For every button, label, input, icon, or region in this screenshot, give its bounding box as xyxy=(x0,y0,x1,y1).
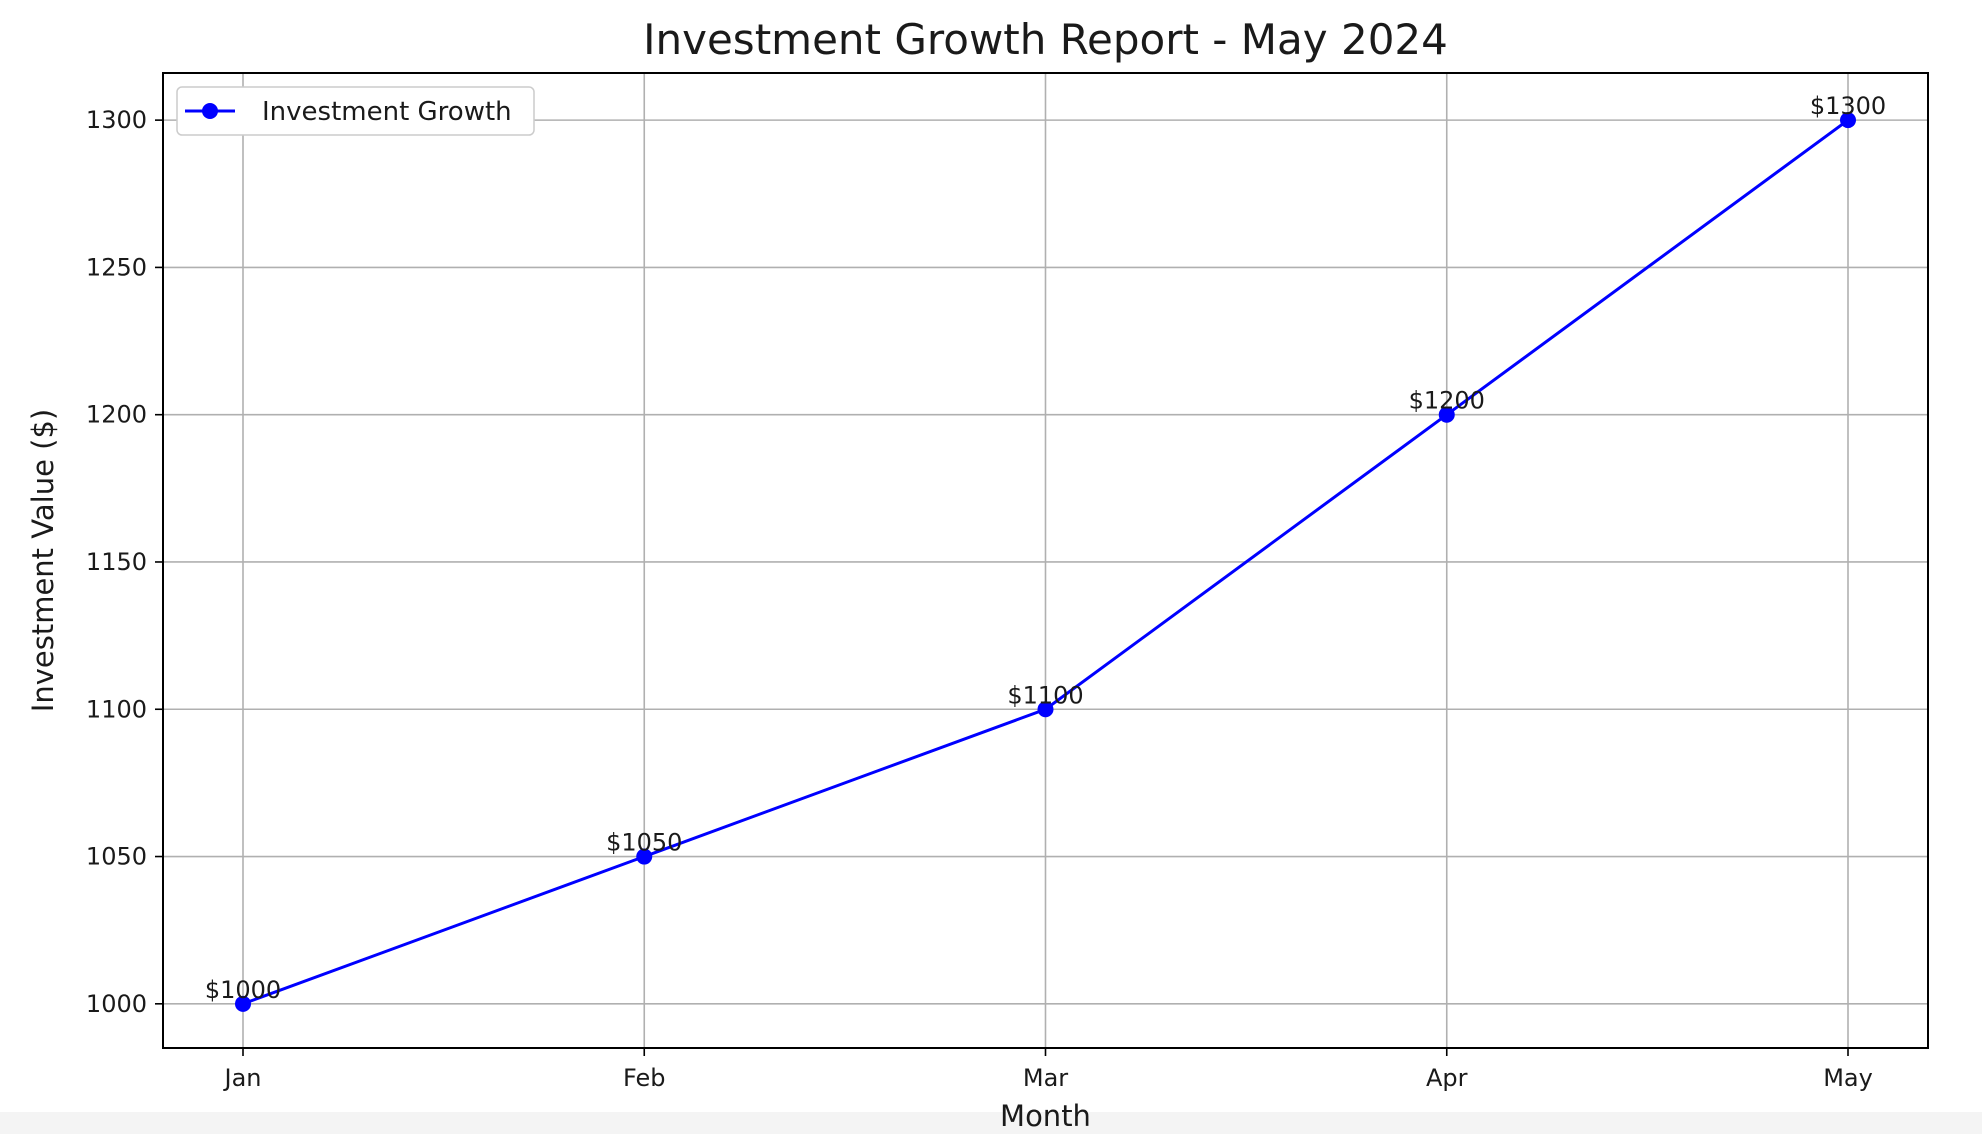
x-tick-label: May xyxy=(1823,1064,1873,1092)
series-layer: $1000 $1050 $1100 $1200 $1300 xyxy=(205,92,1886,1012)
y-tick-label: 1000 xyxy=(86,990,147,1018)
chart-title: Investment Growth Report - May 2024 xyxy=(643,15,1448,64)
data-point xyxy=(636,848,653,865)
axis-ticks: Jan Feb Mar Apr May 1000 1050 1100 1150 1200 1250 1… xyxy=(86,106,1873,1092)
legend-entry-investment-growth: Investment Growth xyxy=(262,97,512,127)
page-bottom-strip xyxy=(0,1112,1982,1134)
data-point xyxy=(1840,112,1856,129)
data-label: $1300 xyxy=(1810,92,1886,120)
x-tick-label: Feb xyxy=(623,1064,666,1092)
data-point xyxy=(1037,701,1054,718)
x-tick-label: Apr xyxy=(1426,1064,1468,1092)
x-tick-label: Mar xyxy=(1023,1064,1068,1092)
legend-box xyxy=(176,86,535,136)
legend: Investment Growth xyxy=(176,86,535,136)
grid xyxy=(163,73,1928,1048)
data-label: $1200 xyxy=(1409,387,1485,415)
y-tick-label: 1050 xyxy=(86,843,147,871)
data-label: $1000 xyxy=(205,976,281,1004)
y-tick-label: 1100 xyxy=(86,695,147,723)
data-point xyxy=(1438,406,1455,423)
y-tick-label: 1200 xyxy=(86,401,147,429)
y-tick-label: 1150 xyxy=(86,548,147,576)
y-tick-label: 1250 xyxy=(86,253,147,281)
data-label: $1050 xyxy=(606,829,682,857)
y-axis-label: Investment Value ($) xyxy=(26,409,60,712)
x-axis-label: Month xyxy=(1000,1099,1091,1133)
data-label: $1100 xyxy=(1007,681,1083,709)
x-tick-label: Jan xyxy=(223,1064,262,1092)
legend-marker-swatch xyxy=(202,103,218,119)
y-tick-label: 1300 xyxy=(86,106,147,134)
data-point xyxy=(235,995,251,1012)
